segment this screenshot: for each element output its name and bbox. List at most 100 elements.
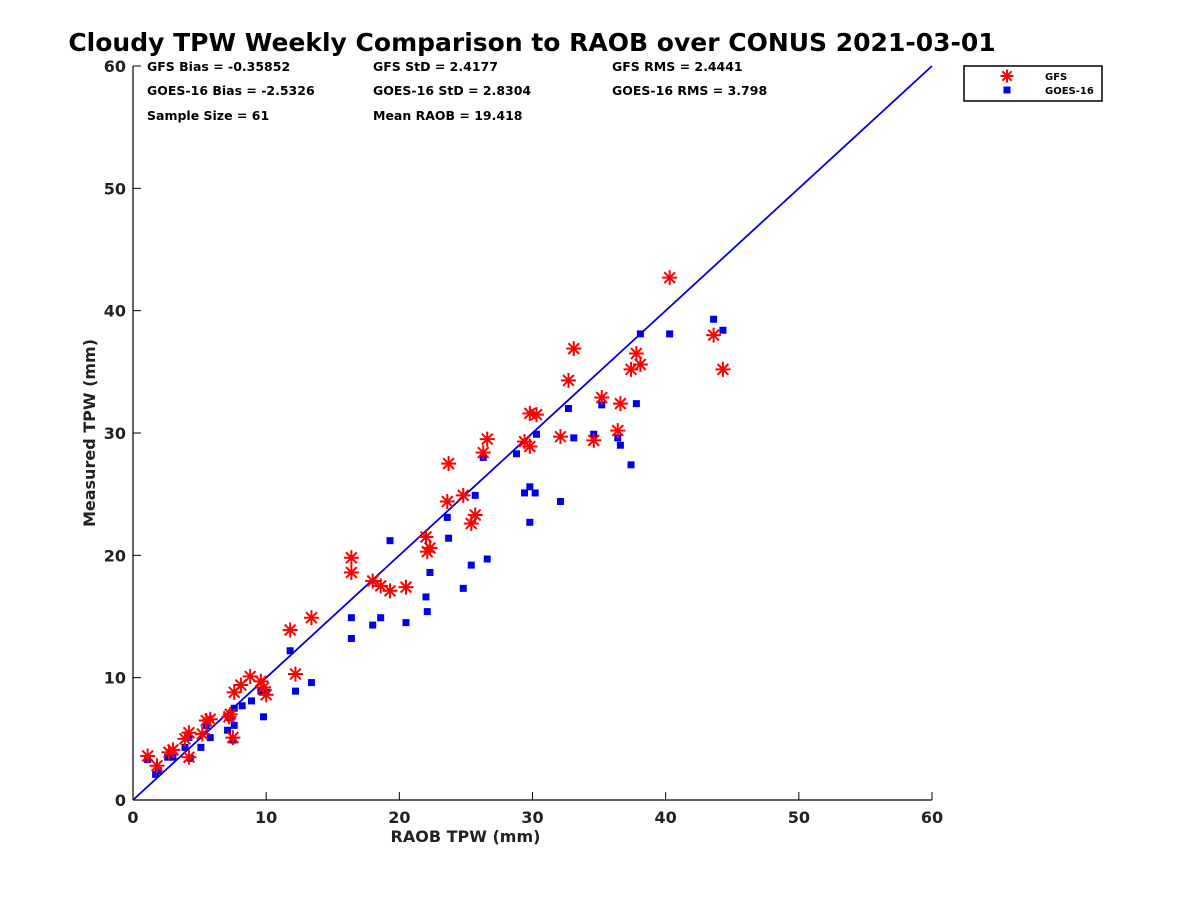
goes16-point [347, 635, 355, 643]
goes16-point [526, 483, 534, 491]
goes16-point [570, 434, 578, 442]
gfs-point [343, 564, 359, 580]
goes16-point [426, 568, 434, 576]
goes16-point [445, 534, 453, 542]
gfs-point [439, 494, 455, 510]
goes16-point [719, 326, 727, 334]
y-tick-label: 0 [115, 791, 126, 810]
goes16-point [483, 555, 491, 563]
plot-area: 0 10 20 30 40 50 60 0 10 20 30 40 50 60 RAOB TPW (mm) M… [80, 57, 943, 846]
gfs-point [222, 706, 238, 722]
stat-text: GFS Bias = -0.35852 [147, 59, 290, 74]
gfs-point [418, 529, 434, 545]
x-tick-label: 0 [127, 808, 138, 827]
gfs-point [612, 396, 628, 412]
goes16-point [531, 489, 539, 497]
goes16-series [144, 315, 727, 778]
stat-text: GOES-16 StD = 2.8304 [373, 83, 531, 98]
goes16-point [286, 647, 294, 655]
goes16-point [347, 614, 355, 622]
goes16-point [291, 687, 299, 695]
stat-text: GOES-16 Bias = -2.5326 [147, 83, 315, 98]
goes16-point [422, 593, 430, 601]
y-tick-label: 40 [104, 302, 126, 321]
gfs-point [560, 372, 576, 388]
goes16-point [710, 315, 718, 323]
y-tick-label: 50 [104, 179, 126, 198]
gfs-point [303, 610, 319, 626]
goes16-point [467, 561, 475, 569]
gfs-point [715, 361, 731, 377]
goes16-point [616, 441, 624, 449]
stat-text: Sample Size = 61 [147, 108, 269, 123]
goes16-point [197, 743, 205, 751]
gfs-point [566, 341, 582, 357]
goes16-point [369, 621, 377, 629]
gfs-point [422, 540, 438, 556]
gfs-point [552, 429, 568, 445]
y-tick-label: 10 [104, 669, 126, 688]
goes16-point [377, 614, 385, 622]
goes16-point [230, 704, 238, 712]
stat-text: Mean RAOB = 19.418 [373, 108, 522, 123]
gfs-point [149, 758, 165, 774]
x-axis-label: RAOB TPW (mm) [391, 827, 541, 846]
goes16-point [632, 400, 640, 408]
y-tick-label: 20 [104, 546, 126, 565]
goes16-point [248, 697, 256, 705]
gfs-point [628, 345, 644, 361]
gfs-point [528, 407, 544, 423]
goes16-point [532, 430, 540, 438]
gfs-point [662, 270, 678, 286]
gfs-point [258, 687, 274, 703]
gfs-point [165, 742, 181, 758]
goes16-point [206, 734, 214, 742]
goes16-point [521, 489, 529, 497]
gfs-point [594, 390, 610, 406]
goes16-point [556, 498, 564, 506]
gfs-point [479, 431, 495, 447]
x-tick-label: 30 [521, 808, 543, 827]
gfs-point [398, 579, 414, 595]
x-tick-label: 40 [655, 808, 677, 827]
goes16-point [386, 537, 394, 545]
gfs-point [225, 730, 241, 746]
gfs-point [455, 487, 471, 503]
y-axis-label: Measured TPW (mm) [80, 339, 99, 527]
goes16-point [564, 405, 572, 413]
goes16-point [526, 518, 534, 526]
gfs-point [181, 749, 197, 765]
gfs-point [233, 677, 249, 693]
stat-text: GOES-16 RMS = 3.798 [612, 83, 767, 98]
gfs-point [282, 622, 298, 638]
stat-text: GFS RMS = 2.4441 [612, 59, 743, 74]
one-to-one-line [132, 65, 933, 801]
goes16-point [627, 461, 635, 469]
gfs-point [287, 666, 303, 682]
legend-goes16-marker [1003, 86, 1011, 94]
goes16-point [164, 753, 172, 761]
gfs-point [475, 445, 491, 461]
goes16-point [636, 330, 644, 338]
goes16-point [260, 713, 268, 721]
gfs-point [522, 438, 538, 454]
goes16-point [154, 767, 162, 775]
gfs-point [632, 356, 648, 372]
gfs-point [610, 423, 626, 439]
x-tick-label: 20 [388, 808, 410, 827]
chart-title: Cloudy TPW Weekly Comparison to RAOB ove… [68, 28, 996, 57]
y-tick-label: 30 [104, 424, 126, 443]
gfs-point [140, 748, 156, 764]
stat-text: GFS StD = 2.4177 [373, 59, 498, 74]
x-tick-label: 60 [921, 808, 943, 827]
legend-goes16-label: GOES-16 [1045, 86, 1094, 97]
legend-gfs-marker [1000, 69, 1014, 83]
gfs-point [181, 725, 197, 741]
goes16-point [230, 721, 238, 729]
goes16-point [152, 770, 160, 778]
gfs-point [373, 578, 389, 594]
y-tick-label: 60 [104, 57, 126, 76]
legend-gfs-label: GFS [1045, 72, 1067, 83]
goes16-point [471, 491, 479, 499]
